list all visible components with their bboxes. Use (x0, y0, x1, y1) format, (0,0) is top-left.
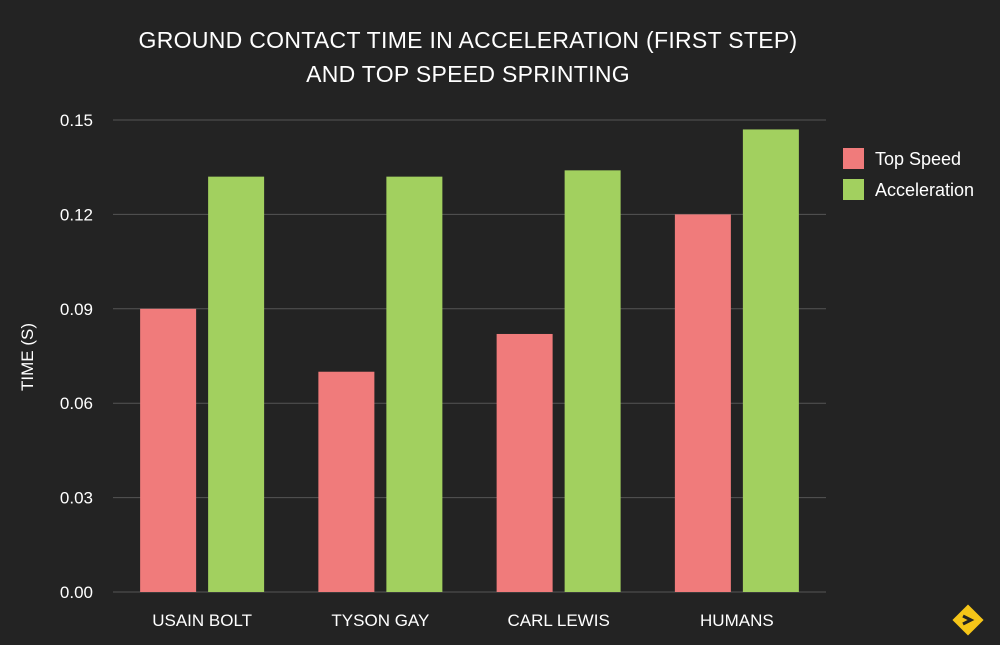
y-tick-label: 0.15 (60, 111, 93, 130)
y-axis-title: TIME (S) (18, 323, 37, 391)
bar-top-speed (318, 371, 375, 592)
x-tick-label: HUMANS (700, 611, 774, 630)
y-tick-label: 0.03 (60, 489, 93, 508)
bar-acceleration (742, 129, 799, 592)
bar-top-speed (674, 214, 731, 592)
legend: Top Speed Acceleration (843, 148, 974, 200)
y-tick-label: 0.06 (60, 394, 93, 413)
bar-top-speed (496, 333, 553, 592)
diamond-logo-icon (952, 604, 984, 636)
bars (140, 129, 799, 592)
bar-acceleration (386, 176, 443, 592)
y-tick-label: 0.09 (60, 300, 93, 319)
y-tick-labels: 0.00 0.03 0.06 0.09 0.12 0.15 (60, 111, 93, 602)
x-tick-label: TYSON GAY (331, 611, 429, 630)
legend-label: Acceleration (875, 180, 974, 200)
x-tick-labels: USAIN BOLT TYSON GAY CARL LEWIS HUMANS (152, 611, 774, 630)
chart-title: GROUND CONTACT TIME IN ACCELERATION (FIR… (139, 27, 798, 53)
legend-swatch (843, 148, 864, 169)
bar-acceleration (208, 176, 265, 592)
y-tick-label: 0.00 (60, 583, 93, 602)
x-tick-label: CARL LEWIS (507, 611, 609, 630)
legend-swatch (843, 179, 864, 200)
bar-top-speed (140, 308, 197, 592)
legend-label: Top Speed (875, 149, 961, 169)
y-tick-label: 0.12 (60, 205, 93, 224)
x-tick-label: USAIN BOLT (152, 611, 252, 630)
bar-acceleration (564, 170, 621, 592)
chart-subtitle: AND TOP SPEED SPRINTING (306, 61, 630, 87)
